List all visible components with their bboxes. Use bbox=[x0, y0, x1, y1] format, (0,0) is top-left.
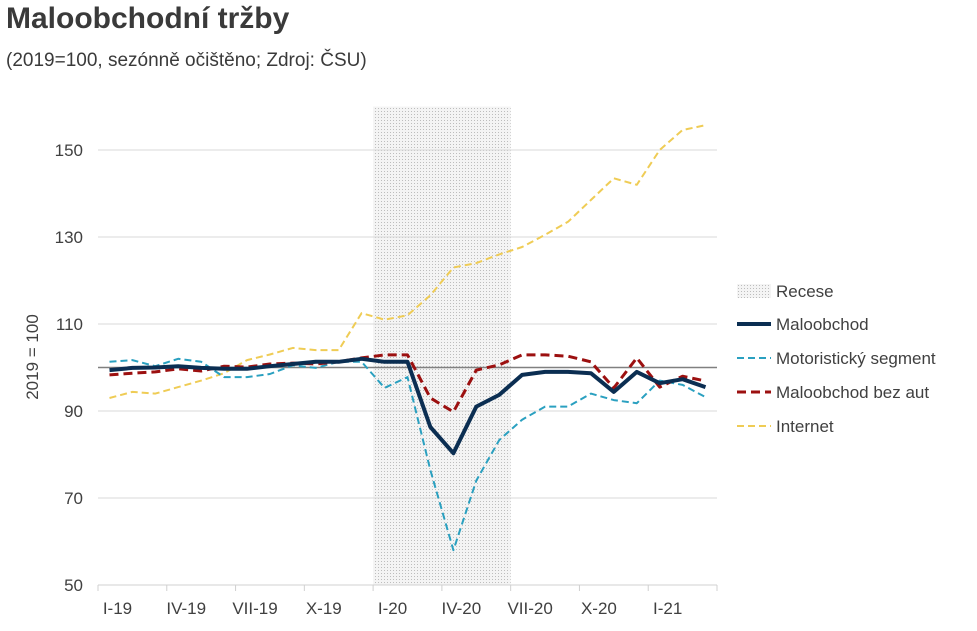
x-tick-label: X-19 bbox=[306, 599, 342, 618]
y-axis-label: 2019 = 100 bbox=[23, 314, 42, 400]
x-tick-label: VII-19 bbox=[232, 599, 277, 618]
legend-label: Maloobchod bez aut bbox=[776, 383, 929, 402]
x-tick-label: IV-19 bbox=[166, 599, 206, 618]
y-tick-label: 130 bbox=[55, 228, 83, 247]
x-tick-label: I-21 bbox=[653, 599, 682, 618]
x-tick-label: X-20 bbox=[581, 599, 617, 618]
legend-label: Recese bbox=[776, 282, 834, 301]
x-tick-label: I-19 bbox=[103, 599, 132, 618]
y-tick-label: 70 bbox=[64, 489, 83, 508]
y-tick-label: 90 bbox=[64, 402, 83, 421]
y-tick-label: 110 bbox=[56, 315, 83, 334]
y-tick-label: 150 bbox=[55, 141, 83, 160]
legend-label: Motoristický segment bbox=[776, 349, 936, 368]
chart-subtitle: (2019=100, sezónně očištěno; Zdroj: ČSU) bbox=[6, 50, 367, 71]
y-tick-label: 50 bbox=[64, 576, 83, 595]
legend-label: Maloobchod bbox=[776, 315, 869, 334]
x-tick-label: VII-20 bbox=[507, 599, 552, 618]
x-tick-label: I-20 bbox=[378, 599, 407, 618]
legend-swatch-recese bbox=[737, 284, 771, 298]
x-tick-label: IV-20 bbox=[442, 599, 482, 618]
chart-title: Maloobchodní tržby bbox=[6, 2, 290, 35]
recession-shading bbox=[373, 106, 511, 585]
series-line-maloobchod bbox=[109, 356, 707, 456]
series-line-internet bbox=[109, 124, 706, 399]
legend-label: Internet bbox=[776, 417, 834, 436]
